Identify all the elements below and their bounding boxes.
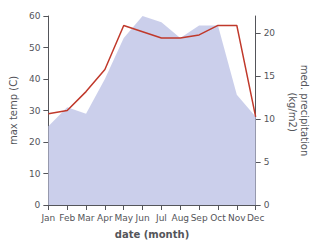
svg-text:10: 10 <box>264 114 276 124</box>
svg-text:5: 5 <box>264 157 270 167</box>
svg-text:med. precipitation: med. precipitation <box>299 65 310 157</box>
svg-text:May: May <box>114 213 133 223</box>
svg-text:date (month): date (month) <box>115 229 189 240</box>
svg-text:20: 20 <box>29 137 41 147</box>
svg-text:40: 40 <box>29 74 41 84</box>
svg-text:Feb: Feb <box>59 213 75 223</box>
svg-text:Aug: Aug <box>171 213 189 223</box>
svg-text:60: 60 <box>29 11 41 21</box>
svg-text:0: 0 <box>35 200 41 210</box>
svg-text:Jul: Jul <box>155 213 167 223</box>
svg-text:Oct: Oct <box>210 213 226 223</box>
svg-text:Nov: Nov <box>228 213 246 223</box>
svg-text:15: 15 <box>264 71 275 81</box>
svg-text:max temp (C): max temp (C) <box>8 76 19 145</box>
svg-text:10: 10 <box>29 169 41 179</box>
svg-text:20: 20 <box>264 28 276 38</box>
svg-text:30: 30 <box>29 106 41 116</box>
svg-text:0: 0 <box>264 200 270 210</box>
svg-text:Sep: Sep <box>191 213 208 223</box>
svg-text:Mar: Mar <box>78 213 95 223</box>
svg-text:Jun: Jun <box>135 213 150 223</box>
svg-text:Apr: Apr <box>97 213 113 223</box>
svg-text:50: 50 <box>29 43 41 53</box>
svg-text:(kg/m2): (kg/m2) <box>287 89 298 132</box>
svg-text:Jan: Jan <box>40 213 55 223</box>
svg-text:Dec: Dec <box>247 213 264 223</box>
